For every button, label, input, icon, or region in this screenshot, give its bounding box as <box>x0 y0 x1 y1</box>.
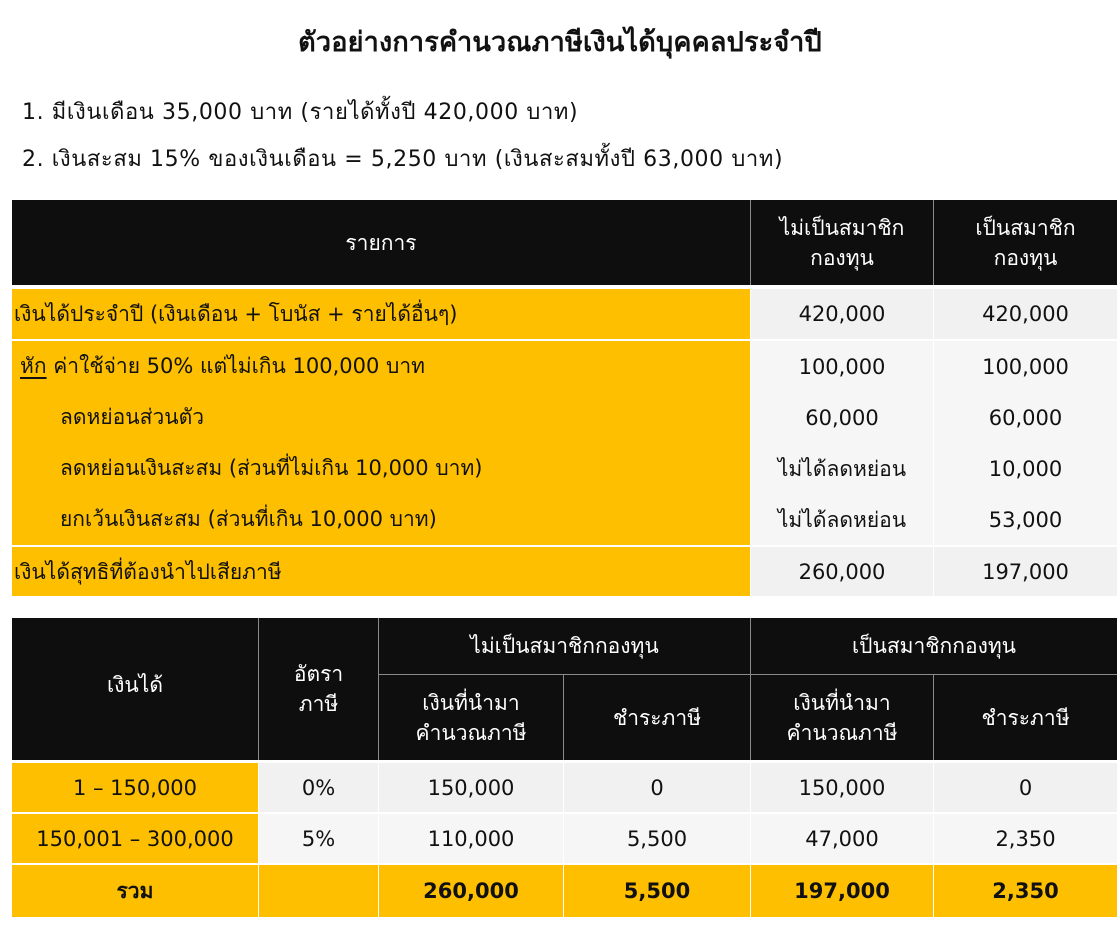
header-m-taxable-line2: คำนวณภาษี <box>786 720 898 745</box>
header-item: รายการ <box>12 200 750 285</box>
bracket-2-m-taxable: 47,000 <box>751 814 933 863</box>
expense-member: 100,000 <box>934 341 1117 392</box>
page-title: ตัวอย่างการคำนวณภาษีเงินได้บุคคลประจำปี <box>298 27 822 58</box>
tax-table-header-bg <box>12 618 1117 760</box>
divider <box>933 200 934 285</box>
header-tax-rate-line1: อัตรา <box>293 662 344 686</box>
header-member-group: เป็นสมาชิกกองทุน <box>851 634 1017 658</box>
header-non-member: ไม่เป็นสมาชิก กองทุน <box>751 200 933 285</box>
deduction-expense: หัก ค่าใช้จ่าย 50% แต่ไม่เกิน 100,000 บา… <box>12 341 750 392</box>
savings-exemption-member: 53,000 <box>934 494 1117 545</box>
divider <box>378 674 1117 675</box>
total-nm-tax: 5,500 <box>564 865 750 917</box>
personal-member: 60,000 <box>934 392 1117 443</box>
bracket-2-nm-taxable: 110,000 <box>379 814 563 863</box>
deduction-savings: ลดหย่อนเงินสะสม (ส่วนที่ไม่เกิน 10,000 บ… <box>60 456 483 480</box>
bracket-2-rate: 5% <box>259 814 378 863</box>
header-non-member-group: ไม่เป็นสมาชิกกองทุน <box>470 634 659 658</box>
deduction-expense-label: ค่าใช้จ่าย 50% แต่ไม่เกิน 100,000 บาท <box>53 354 426 378</box>
bracket-1-rate: 0% <box>259 763 378 812</box>
header-nm-taxable-line2: คำนวณภาษี <box>415 720 527 745</box>
header-tax-rate-line2: ภาษี <box>298 692 339 716</box>
expense-non-member: 100,000 <box>751 341 933 392</box>
row-annual-income-non-member: 420,000 <box>751 289 933 339</box>
divider <box>750 618 751 760</box>
header-income: เงินได้ <box>107 673 163 697</box>
bracket-2-income: 150,001 – 300,000 <box>12 814 258 863</box>
bracket-2-nm-tax: 5,500 <box>564 814 750 863</box>
savings-deduction-member: 10,000 <box>934 443 1117 494</box>
bracket-1-income: 1 – 150,000 <box>12 763 258 812</box>
savings-exemption-non-member: ไม่ได้ลดหย่อน <box>751 494 933 545</box>
bracket-1-nm-tax: 0 <box>564 763 750 812</box>
note-savings: 2. เงินสะสม 15% ของเงินเดือน = 5,250 บาท… <box>22 147 784 172</box>
savings-deduction-non-member: ไม่ได้ลดหย่อน <box>751 443 933 494</box>
exemption-savings: ยกเว้นเงินสะสม (ส่วนที่เกิน 10,000 บาท) <box>60 507 437 531</box>
divider <box>258 618 259 760</box>
divider <box>378 618 379 760</box>
header-m-tax-paid: ชำระภาษี <box>981 705 1070 730</box>
header-m-taxable: เงินที่นำมา คำนวณภาษี <box>751 675 933 760</box>
deductions-block: หัก ค่าใช้จ่าย 50% แต่ไม่เกิน 100,000 บา… <box>12 341 750 545</box>
row-annual-income-label: เงินได้ประจำปี (เงินเดือน + โบนัส + รายไ… <box>12 289 750 339</box>
header-non-member-line1: ไม่เป็นสมาชิก <box>779 215 905 240</box>
deduction-personal: ลดหย่อนส่วนตัว <box>60 405 205 429</box>
header-nm-tax-paid: ชำระภาษี <box>612 705 702 730</box>
header-m-taxable-line1: เงินที่นำมา <box>793 690 891 715</box>
bracket-1-m-tax: 0 <box>934 763 1117 812</box>
header-non-member-line2: กองทุน <box>810 245 874 270</box>
bracket-2-m-tax: 2,350 <box>934 814 1117 863</box>
header-member-line2: กองทุน <box>993 245 1058 270</box>
total-m-taxable: 197,000 <box>751 865 933 917</box>
header-nm-taxable: เงินที่นำมา คำนวณภาษี <box>379 675 563 760</box>
total-m-tax: 2,350 <box>934 865 1117 917</box>
total-label: รวม <box>12 865 258 917</box>
header-member: เป็นสมาชิก กองทุน <box>934 200 1117 285</box>
row-net-income-non-member: 260,000 <box>751 547 933 596</box>
total-rate <box>259 865 378 917</box>
bracket-1-m-taxable: 150,000 <box>751 763 933 812</box>
deduct-prefix: หัก <box>20 354 47 378</box>
divider <box>563 674 564 760</box>
row-annual-income-member: 420,000 <box>934 289 1117 339</box>
divider <box>933 674 934 760</box>
note-salary: 1. มีเงินเดือน 35,000 บาท (รายได้ทั้งปี … <box>22 100 579 125</box>
row-net-income-label: เงินได้สุทธิที่ต้องนำไปเสียภาษี <box>12 547 750 596</box>
header-member-line1: เป็นสมาชิก <box>975 215 1076 240</box>
total-nm-taxable: 260,000 <box>379 865 563 917</box>
bracket-1-nm-taxable: 150,000 <box>379 763 563 812</box>
personal-non-member: 60,000 <box>751 392 933 443</box>
header-nm-taxable-line1: เงินที่นำมา <box>422 690 520 715</box>
header-tax-rate: อัตรา ภาษี <box>259 618 378 760</box>
divider <box>750 200 751 285</box>
row-net-income-member: 197,000 <box>934 547 1117 596</box>
